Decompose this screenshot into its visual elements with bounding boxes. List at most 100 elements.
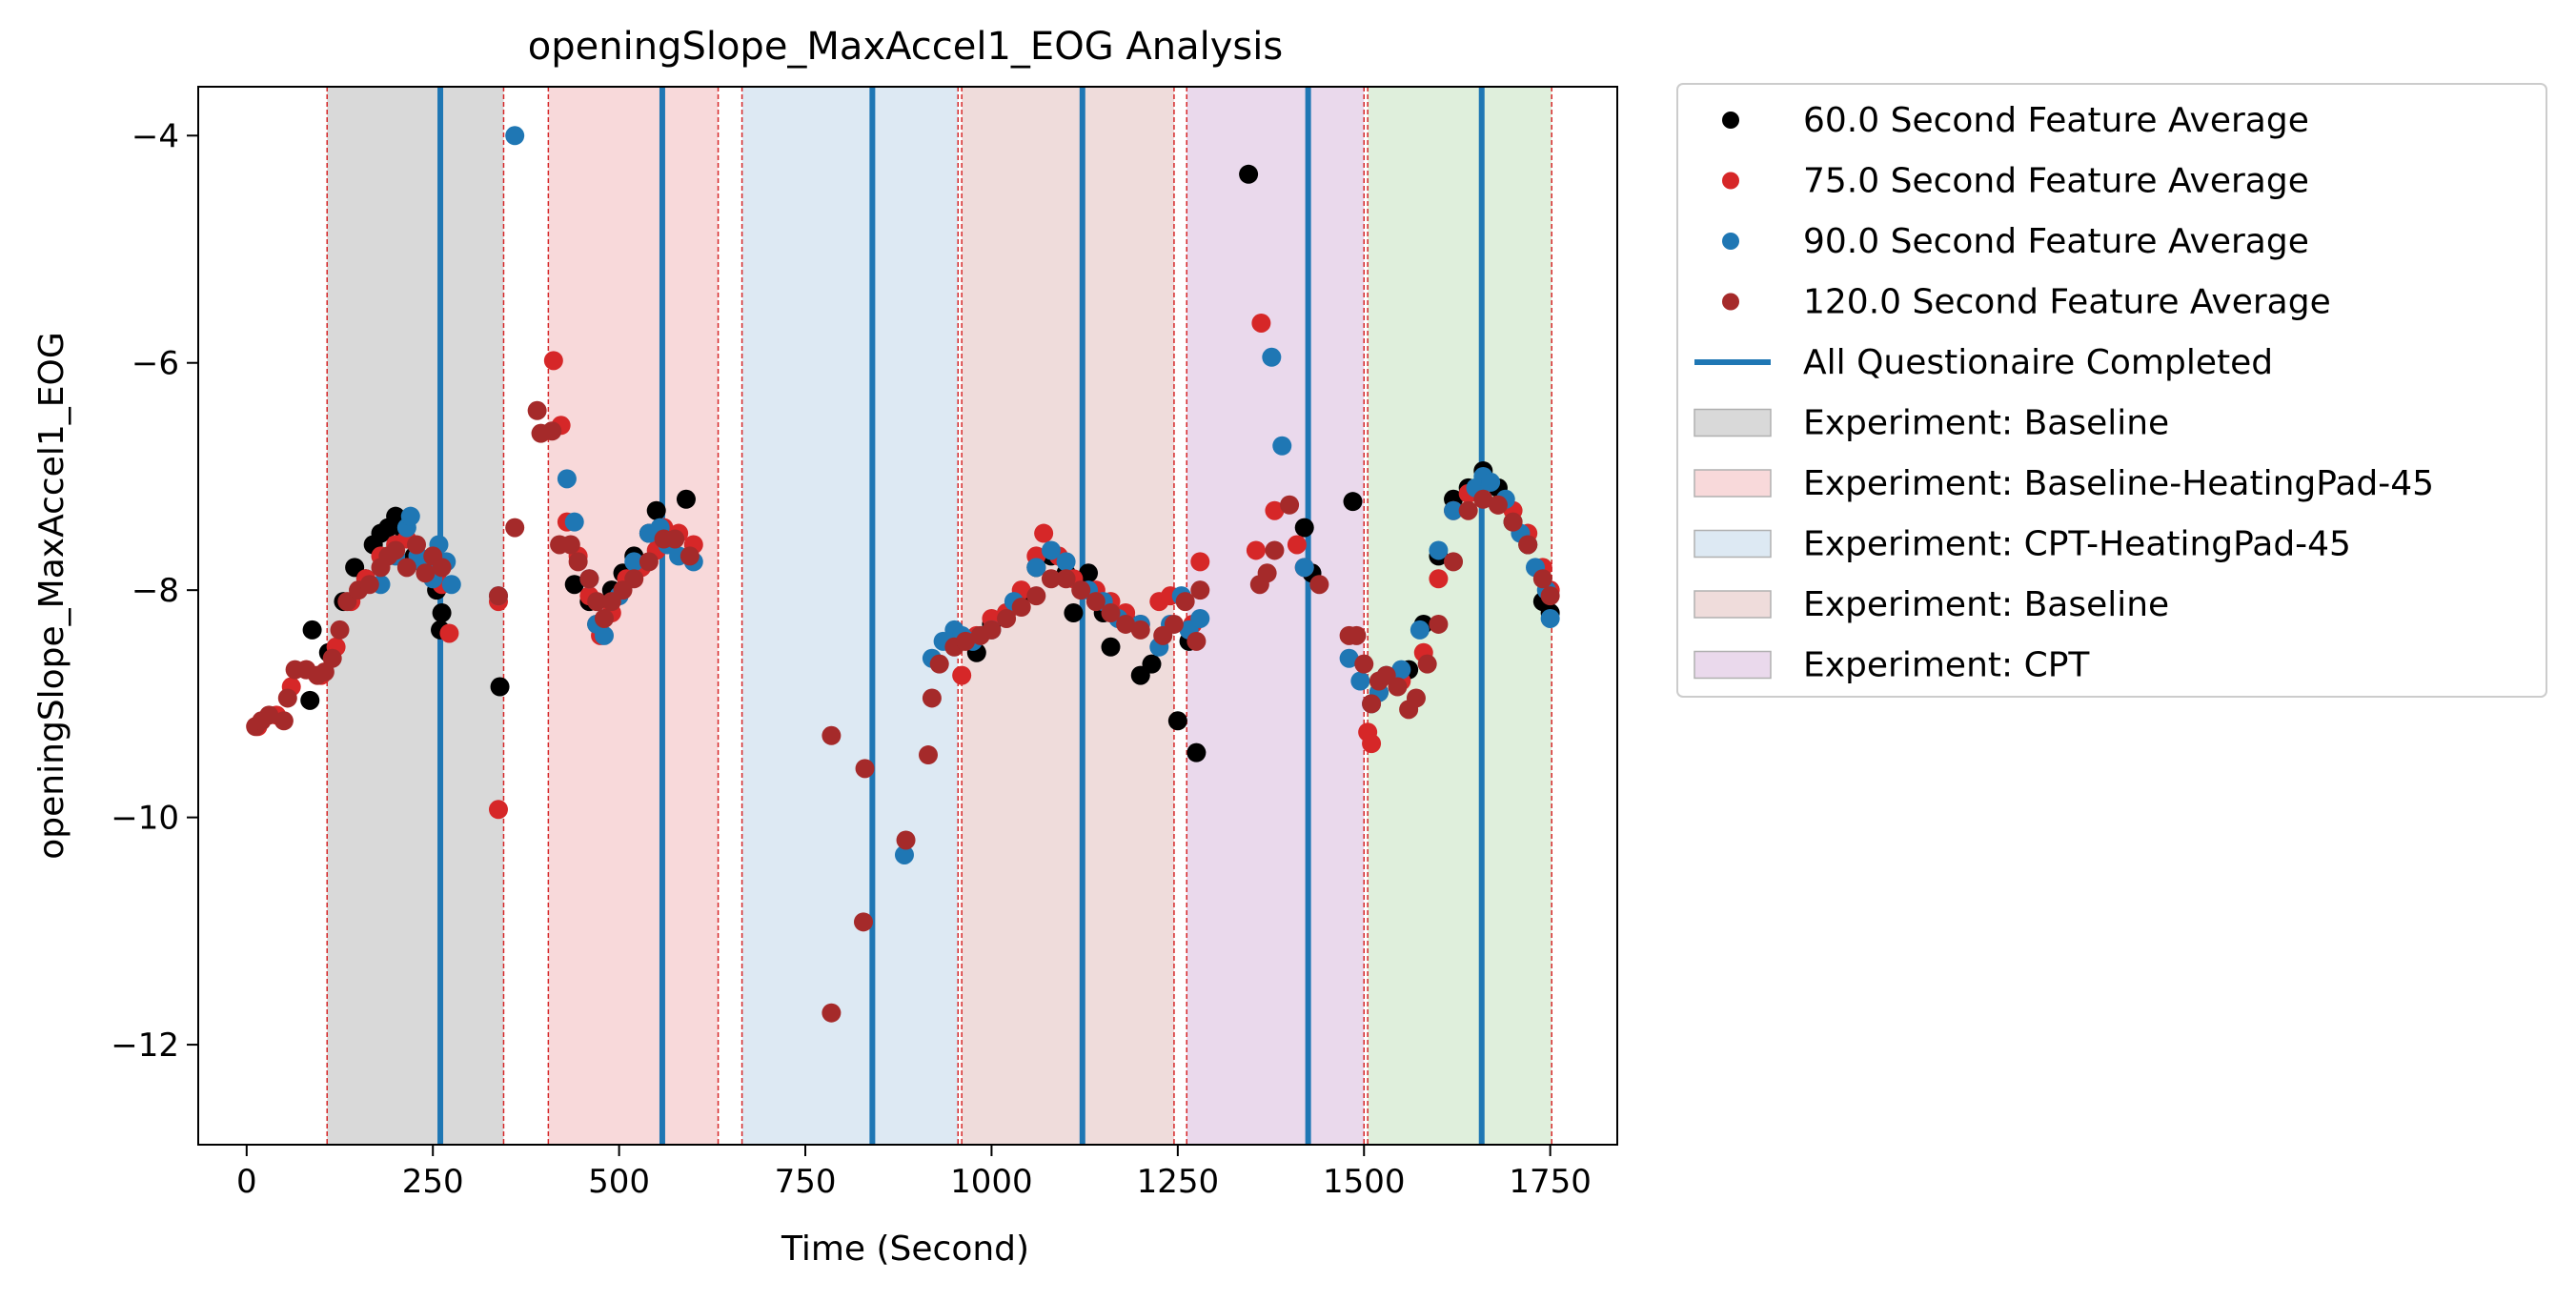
series-4-point-25 (527, 400, 547, 420)
series-4-point-37 (639, 552, 659, 572)
series-4-point-60 (1101, 603, 1121, 623)
series-4-point-74 (1347, 625, 1367, 645)
series-4-point-72 (1309, 575, 1329, 595)
series-4-point-19 (407, 535, 427, 555)
series-4-point-59 (1085, 592, 1105, 612)
experiment-region-2 (548, 87, 719, 1145)
series-4-point-70 (1265, 540, 1285, 560)
x-tick-label-5: 1000 (950, 1163, 1033, 1201)
series-1-point-37 (1101, 637, 1121, 657)
series-3-point-34 (1041, 540, 1061, 560)
series-1-point-45 (1294, 518, 1314, 538)
series-1-point-43 (1187, 742, 1207, 762)
legend-box (1676, 83, 2547, 698)
series-4-point-86 (1473, 489, 1493, 509)
series-4-point-4 (274, 711, 294, 731)
series-4-point-46 (918, 745, 938, 765)
series-4-point-47 (922, 688, 942, 708)
series-3-point-33 (1026, 558, 1046, 578)
series-4-point-87 (1488, 495, 1508, 515)
series-2-point-49 (1251, 313, 1271, 333)
series-4-point-56 (1041, 569, 1061, 589)
series-4-point-5 (277, 688, 297, 708)
series-4-point-41 (821, 725, 842, 745)
series-4-point-31 (579, 569, 599, 589)
x-tick-label-6: 1250 (1137, 1163, 1220, 1201)
series-2-point-16 (488, 800, 508, 820)
legend-label-9: Experiment: Baseline (1803, 585, 2169, 624)
series-4-point-81 (1406, 688, 1426, 708)
series-4-point-76 (1362, 694, 1382, 714)
series-4-point-36 (624, 569, 644, 589)
series-1-point-47 (1343, 492, 1363, 512)
series-4-point-29 (560, 535, 580, 555)
series-1-point-41 (1167, 711, 1187, 731)
series-2-point-18 (543, 351, 563, 371)
series-3-point-55 (1429, 540, 1449, 560)
y-tick-label-4: −6 (132, 345, 179, 383)
series-4-point-32 (587, 592, 607, 612)
legend-swatch-10 (1694, 650, 1772, 680)
series-4-point-30 (568, 552, 588, 572)
series-4-point-14 (359, 575, 379, 595)
series-4-point-58 (1071, 580, 1091, 600)
series-4-point-40 (679, 546, 700, 566)
series-3-point-12 (505, 126, 525, 146)
series-3-point-4 (400, 506, 420, 526)
series-3-point-10 (441, 575, 461, 595)
series-4-point-33 (594, 608, 614, 628)
series-1-point-40 (1142, 654, 1162, 674)
series-3-point-19 (624, 552, 644, 572)
series-3-point-59 (1481, 472, 1501, 492)
region-boundary-lines (326, 87, 1552, 1145)
plot-frame (197, 86, 1618, 1146)
series-1-point-26 (676, 489, 696, 509)
series-1-point-16 (432, 603, 452, 623)
series-3-point-14 (564, 512, 584, 532)
series-4-point-54 (1011, 598, 1031, 618)
legend-label-4: 120.0 Second Feature Average (1803, 283, 2331, 322)
legend-label-10: Experiment: CPT (1803, 646, 2090, 685)
series-1-point-35 (1079, 563, 1099, 583)
series-4-point-52 (982, 620, 1002, 640)
legend-label-6: Experiment: Baseline (1803, 404, 2169, 443)
legend-item-10: Experiment: CPT (1694, 646, 2090, 685)
series-2-point-37 (1034, 523, 1054, 543)
data-points (246, 126, 1560, 1023)
legend-swatch-6 (1694, 408, 1772, 437)
series-3-point-53 (1391, 660, 1411, 680)
legend-item-8: Experiment: CPT-HeatingPad-45 (1694, 525, 2351, 564)
legend-label-1: 60.0 Second Feature Average (1803, 101, 2309, 140)
series-3-point-47 (1294, 558, 1314, 578)
series-3-point-45 (1262, 347, 1282, 367)
legend-swatch-1 (1722, 112, 1739, 129)
x-tick-label-2: 250 (402, 1163, 464, 1201)
series-4-point-23 (488, 586, 508, 606)
series-4-point-71 (1280, 495, 1300, 515)
series-2-point-47 (1190, 552, 1210, 572)
series-3-point-48 (1339, 648, 1359, 668)
legend-item-5: All Questionaire Completed (1694, 343, 2273, 382)
legend-label-3: 90.0 Second Feature Average (1803, 222, 2309, 261)
series-3-point-13 (557, 469, 577, 489)
series-4-point-24 (505, 518, 525, 538)
series-1-point-2 (302, 620, 322, 640)
x-tick-label-3: 500 (588, 1163, 650, 1201)
series-4-point-67 (1190, 580, 1210, 600)
x-tick-label-1: 0 (236, 1163, 257, 1201)
series-2-point-51 (1287, 535, 1307, 555)
series-4-point-10 (322, 648, 342, 668)
series-4-point-45 (896, 830, 916, 850)
legend-item-7: Experiment: Baseline-HeatingPad-45 (1694, 464, 2434, 503)
series-3-point-25 (894, 844, 914, 864)
series-4-point-22 (432, 558, 452, 578)
series-3-point-46 (1272, 436, 1292, 456)
experiment-region-5 (1187, 87, 1365, 1145)
series-4-point-65 (1175, 592, 1195, 612)
series-2-point-57 (1429, 569, 1449, 589)
series-4-point-27 (542, 421, 562, 441)
series-4-point-84 (1444, 552, 1464, 572)
series-1-point-25 (646, 500, 666, 520)
legend-swatch-2 (1722, 172, 1739, 190)
